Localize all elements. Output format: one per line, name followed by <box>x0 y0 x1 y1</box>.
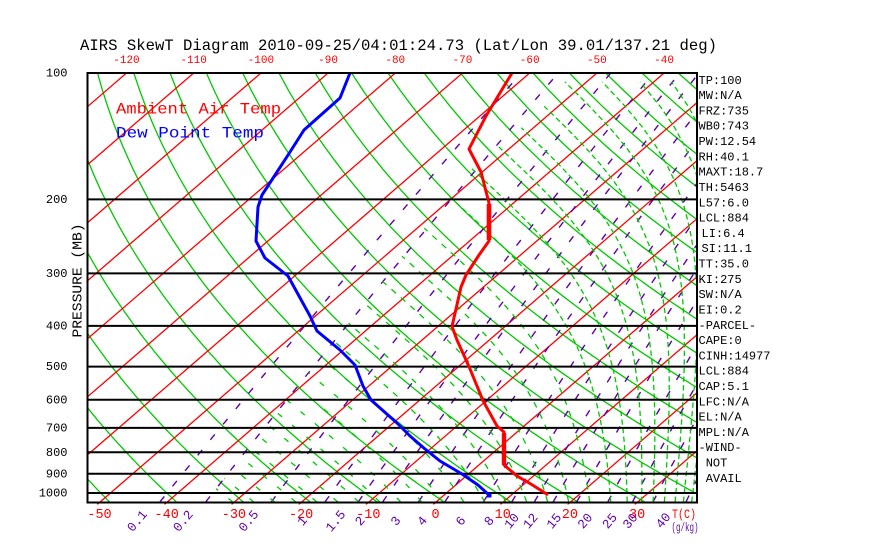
svg-text:0: 0 <box>431 508 439 523</box>
svg-text:-80: -80 <box>385 55 405 67</box>
svg-text:PRESSURE (MB): PRESSURE (MB) <box>71 224 87 338</box>
svg-text:L57:6.0: L57:6.0 <box>699 196 749 210</box>
svg-text:-60: -60 <box>520 55 540 67</box>
svg-text:10: 10 <box>495 508 511 523</box>
svg-text:MAXT:18.7: MAXT:18.7 <box>699 166 764 180</box>
svg-text:CAPE:0: CAPE:0 <box>699 334 742 348</box>
svg-text:SI:11.1: SI:11.1 <box>702 242 752 256</box>
svg-text:1000: 1000 <box>39 487 68 501</box>
svg-text:Dew Point Temp: Dew Point Temp <box>116 125 264 143</box>
svg-text:CAP:5.1: CAP:5.1 <box>699 380 749 394</box>
svg-text:-30: -30 <box>222 508 246 523</box>
svg-text:30: 30 <box>629 508 645 523</box>
svg-text:-PARCEL-: -PARCEL- <box>699 319 757 333</box>
svg-text:CINH:14977: CINH:14977 <box>699 349 771 363</box>
svg-text:-40: -40 <box>654 55 674 67</box>
svg-text:EI:0.2: EI:0.2 <box>699 303 742 317</box>
svg-text:-100: -100 <box>248 55 274 67</box>
svg-text:20: 20 <box>562 508 578 523</box>
svg-text:-90: -90 <box>318 55 338 67</box>
svg-text:TT:35.0: TT:35.0 <box>699 258 749 272</box>
svg-text:-40: -40 <box>155 508 179 523</box>
svg-text:Ambient Air Temp: Ambient Air Temp <box>116 101 281 119</box>
svg-text:800: 800 <box>46 446 68 460</box>
svg-text:-20: -20 <box>289 508 313 523</box>
svg-text:-50: -50 <box>587 55 607 67</box>
svg-text:KI:275: KI:275 <box>699 273 742 287</box>
svg-text:500: 500 <box>46 360 68 374</box>
svg-text:EL:N/A: EL:N/A <box>699 411 743 425</box>
svg-text:100: 100 <box>46 67 68 81</box>
svg-text:300: 300 <box>46 267 68 281</box>
svg-text:MPL:N/A: MPL:N/A <box>699 426 750 440</box>
svg-text:T(C): T(C) <box>672 508 696 522</box>
svg-text:-10: -10 <box>356 508 380 523</box>
svg-text:TP:100: TP:100 <box>699 74 742 88</box>
svg-text:900: 900 <box>46 467 68 481</box>
svg-text:LI:6.4: LI:6.4 <box>702 227 745 241</box>
svg-text:-WIND-: -WIND- <box>699 441 742 455</box>
svg-text:-70: -70 <box>453 55 473 67</box>
svg-text:LFC:N/A: LFC:N/A <box>699 395 750 409</box>
svg-text:MW:N/A: MW:N/A <box>699 89 743 103</box>
svg-text:PW:12.54: PW:12.54 <box>699 135 757 149</box>
svg-text:-120: -120 <box>113 55 139 67</box>
svg-text:LCL:884: LCL:884 <box>699 365 749 379</box>
svg-text:-50: -50 <box>87 508 111 523</box>
svg-text:TH:5463: TH:5463 <box>699 181 749 195</box>
svg-text:600: 600 <box>46 393 68 407</box>
svg-text:(g/kg): (g/kg) <box>672 522 699 535</box>
svg-text:-110: -110 <box>180 55 206 67</box>
svg-text:FRZ:735: FRZ:735 <box>699 104 749 118</box>
svg-text:700: 700 <box>46 421 68 435</box>
svg-text:WB0:743: WB0:743 <box>699 120 749 134</box>
svg-text:AVAIL: AVAIL <box>699 472 742 486</box>
svg-text:AIRS SkewT Diagram 2010-09-25/: AIRS SkewT Diagram 2010-09-25/04:01:24.7… <box>80 37 717 55</box>
svg-text:NOT: NOT <box>699 457 728 471</box>
svg-text:RH:40.1: RH:40.1 <box>699 150 749 164</box>
svg-text:LCL:884: LCL:884 <box>699 212 749 226</box>
svg-text:SW:N/A: SW:N/A <box>699 288 743 302</box>
svg-text:200: 200 <box>46 193 68 207</box>
svg-text:400: 400 <box>46 319 68 333</box>
